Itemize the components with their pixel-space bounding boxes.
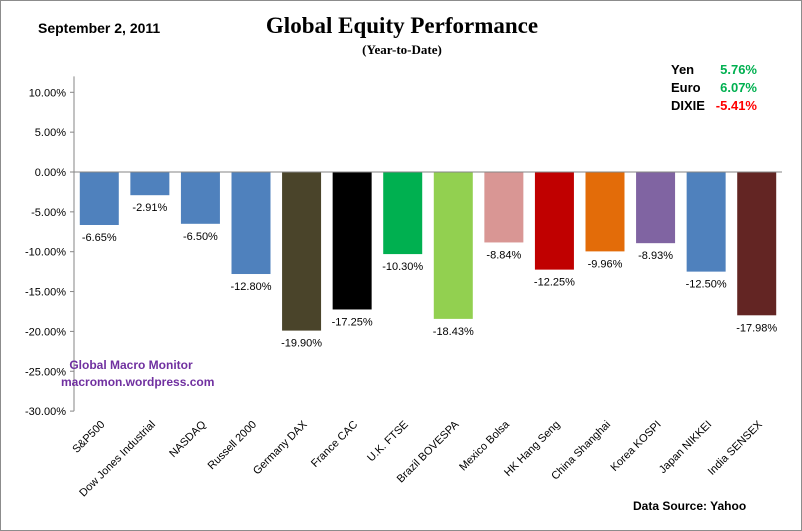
currency-value: 6.07% bbox=[720, 80, 757, 95]
bar bbox=[585, 172, 625, 252]
bar bbox=[180, 172, 220, 224]
data-label: -17.25% bbox=[332, 316, 373, 328]
y-tick-label: 10.00% bbox=[29, 87, 67, 99]
bar bbox=[79, 172, 119, 226]
currency-row-yen: Yen 5.76% bbox=[671, 61, 757, 79]
y-tick-label: -20.00% bbox=[25, 326, 66, 338]
x-tick-label: India SENSEX bbox=[706, 418, 766, 478]
currency-name: Yen bbox=[671, 62, 695, 77]
data-label: -2.91% bbox=[132, 202, 167, 214]
y-tick-label: -30.00% bbox=[25, 406, 66, 418]
x-tick-label: France CAC bbox=[309, 419, 360, 470]
x-tick-label: U.K. FTSE bbox=[365, 419, 411, 465]
bar bbox=[383, 172, 423, 255]
bar bbox=[636, 172, 676, 244]
chart-subtitle: (Year-to-Date) bbox=[362, 42, 442, 57]
x-tick-label: Korea KOSPI bbox=[609, 419, 664, 474]
chart-title: Global Equity Performance bbox=[265, 13, 539, 38]
data-label: -12.50% bbox=[686, 279, 727, 291]
watermark-line1: Global Macro Monitor bbox=[69, 358, 193, 372]
data-label: -6.65% bbox=[82, 232, 117, 244]
currency-row-euro: Euro 6.07% bbox=[671, 79, 757, 97]
currency-value: 5.76% bbox=[720, 62, 757, 77]
data-label: -6.50% bbox=[183, 231, 218, 243]
watermark-line2: macromon.wordpress.com bbox=[61, 375, 215, 389]
watermark: Global Macro Monitor macromon.wordpress.… bbox=[61, 357, 215, 391]
x-tick-label: Germany DAX bbox=[251, 418, 310, 477]
currency-row-dixie: DIXIE -5.41% bbox=[671, 97, 757, 115]
y-tick-label: -5.00% bbox=[31, 207, 66, 219]
bar bbox=[231, 172, 271, 275]
bar bbox=[737, 172, 777, 316]
bar bbox=[534, 172, 574, 270]
x-tick-label: Russell 2000 bbox=[206, 419, 259, 472]
data-label: -18.43% bbox=[433, 326, 474, 338]
currency-name: Euro bbox=[671, 80, 701, 95]
data-label: -9.96% bbox=[588, 258, 623, 270]
x-tick-label: NASDAQ bbox=[167, 418, 209, 460]
bar bbox=[484, 172, 524, 243]
y-tick-label: -25.00% bbox=[25, 366, 66, 378]
currency-name: DIXIE bbox=[671, 98, 705, 113]
data-label: -8.84% bbox=[486, 249, 521, 261]
y-tick-label: -15.00% bbox=[25, 287, 66, 299]
y-tick-label: -10.00% bbox=[25, 247, 66, 259]
data-source: Data Source: Yahoo bbox=[633, 499, 747, 513]
x-tick-label: Mexico Bolsa bbox=[457, 418, 512, 473]
x-tick-label: S&P500 bbox=[70, 419, 107, 456]
y-tick-label: 0.00% bbox=[35, 167, 66, 179]
bar bbox=[130, 172, 170, 196]
currency-value: -5.41% bbox=[715, 98, 757, 113]
chart-date: September 2, 2011 bbox=[38, 20, 161, 36]
bar bbox=[433, 172, 473, 319]
data-label: -12.80% bbox=[231, 281, 272, 293]
bar bbox=[282, 172, 322, 331]
bar bbox=[332, 172, 372, 310]
y-tick-label: 5.00% bbox=[35, 127, 66, 139]
data-label: -19.90% bbox=[281, 338, 322, 350]
bar bbox=[686, 172, 726, 272]
data-label: -17.98% bbox=[736, 322, 777, 334]
data-label: -10.30% bbox=[382, 261, 423, 273]
currency-panel: Yen 5.76% Euro 6.07% DIXIE -5.41% bbox=[671, 61, 757, 115]
x-tick-label: Japan NIKKEI bbox=[657, 419, 714, 476]
data-label: -12.25% bbox=[534, 277, 575, 289]
data-label: -8.93% bbox=[638, 250, 673, 262]
